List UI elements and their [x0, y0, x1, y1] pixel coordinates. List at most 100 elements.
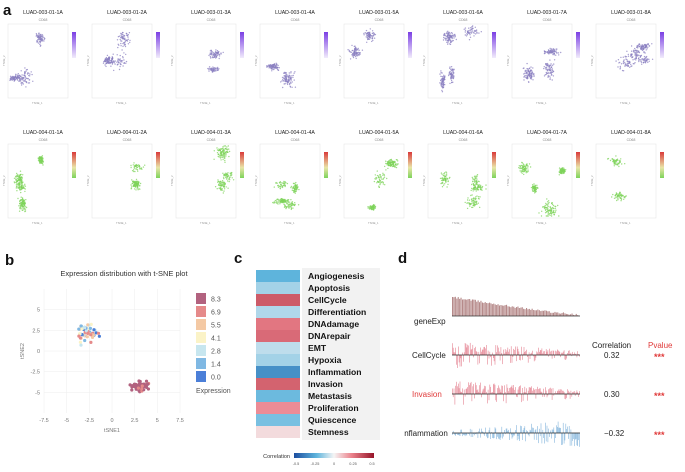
tsne-point: [287, 199, 290, 201]
track-bar: [542, 429, 544, 433]
tsne-point: [280, 182, 282, 184]
tsne-point: [387, 162, 389, 164]
track-bar: [473, 384, 474, 394]
tsne-point: [21, 198, 23, 201]
tsne-point: [295, 181, 297, 184]
tsne-point: [357, 51, 360, 54]
tsne-point: [24, 206, 27, 208]
track-bar: [494, 384, 496, 394]
track-bar: [561, 389, 562, 394]
tile-subtitle: CD68: [626, 138, 636, 142]
tsne-point: [282, 184, 284, 187]
scatter-x-tick: 0: [110, 418, 113, 424]
tsne-point: [543, 50, 546, 52]
track-bar: [452, 394, 454, 398]
track-bar: [486, 345, 487, 355]
scatter-y-tick: -2.5: [31, 370, 40, 376]
tsne-point: [127, 38, 129, 40]
track-bar: [487, 433, 488, 439]
tile-axis-y-label: TSNE_2: [254, 55, 258, 66]
panel-letter-a: a: [3, 2, 12, 19]
track-bar: [555, 350, 556, 355]
track-bar: [459, 381, 461, 394]
header-pvalue: Pvalue: [648, 341, 673, 350]
geneexp-bar: [554, 311, 556, 316]
tsne-point: [40, 39, 42, 41]
tsne-point: [635, 51, 637, 54]
track-bar: [524, 352, 526, 355]
tile-axis-y-label: TSNE_2: [590, 55, 594, 66]
track-bar: [549, 388, 550, 394]
tsne-point: [527, 170, 529, 173]
track-bar: [512, 355, 514, 357]
tsne-point: [524, 70, 526, 73]
track-bar: [454, 394, 456, 405]
tsne-point: [226, 177, 228, 179]
tsne-point: [220, 184, 223, 186]
track-bar: [554, 433, 555, 443]
tsne-point: [139, 182, 142, 185]
tsne-point: [40, 38, 42, 40]
track-bar: [481, 391, 483, 394]
tsne-point: [216, 149, 219, 151]
geneexp-bar: [484, 302, 486, 316]
track-bar: [458, 388, 460, 394]
tsne-point: [37, 39, 39, 41]
tsne-point: [211, 56, 214, 59]
tsne-point: [208, 68, 210, 71]
tsne-point: [21, 209, 23, 211]
tsne-point: [633, 51, 635, 53]
tsne-point: [616, 195, 618, 198]
track-bar: [487, 433, 489, 438]
tsne-point: [619, 193, 621, 195]
tsne-point: [526, 75, 529, 77]
tsne-point: [228, 150, 231, 153]
tsne-point: [651, 58, 654, 60]
tsne-point: [294, 183, 296, 185]
tile-title: LUAD-003-01-6A: [443, 10, 483, 16]
track-bar: [463, 389, 465, 394]
tsne-point: [394, 165, 396, 167]
tsne-point: [137, 182, 140, 184]
track-bar: [488, 394, 490, 401]
tsne-point: [387, 167, 389, 170]
tsne-point: [119, 65, 121, 68]
tsne-point: [31, 73, 33, 76]
tile-title: LUAD-004-01-3A: [191, 130, 231, 136]
legend-swatch: [196, 358, 206, 369]
track-bar: [528, 352, 530, 355]
tsne-tile: LUAD-004-01-4A CD68 TSNE_1 TSNE_2: [254, 130, 336, 228]
tsne-point: [24, 210, 27, 212]
tsne-point: [542, 206, 544, 208]
tile-colorbar: [408, 32, 412, 58]
tsne-point: [297, 204, 300, 206]
tsne-point: [285, 199, 287, 202]
track-bar: [452, 430, 454, 433]
tsne-point: [558, 54, 560, 56]
tsne-point: [291, 187, 294, 189]
tsne-point: [481, 187, 483, 189]
track-bar: [544, 394, 545, 397]
tsne-point: [617, 59, 620, 61]
tsne-point: [23, 205, 25, 207]
tsne-point: [550, 48, 553, 50]
geneexp-bar: [474, 299, 476, 316]
scatter-y-label: tSNE2: [20, 343, 26, 359]
tsne-point: [13, 80, 15, 82]
track-bar: [521, 426, 522, 433]
tsne-point: [294, 192, 296, 194]
track-bar: [487, 394, 488, 404]
tsne-point: [27, 77, 29, 80]
tsne-point: [228, 175, 230, 177]
tsne-point: [547, 76, 549, 78]
track-bar: [483, 433, 485, 435]
tsne-point: [549, 75, 551, 77]
tsne-point: [471, 194, 473, 196]
tile-title: LUAD-003-01-3A: [191, 10, 231, 16]
tile-axis-x-label: TSNE_1: [368, 221, 379, 225]
tsne-point: [549, 206, 551, 208]
tsne-point: [281, 198, 283, 200]
tsne-point: [135, 168, 138, 170]
tsne-point: [18, 182, 20, 185]
tsne-point: [529, 74, 531, 76]
